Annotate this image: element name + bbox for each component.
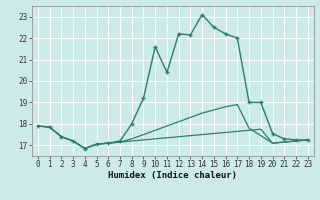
X-axis label: Humidex (Indice chaleur): Humidex (Indice chaleur) xyxy=(108,171,237,180)
